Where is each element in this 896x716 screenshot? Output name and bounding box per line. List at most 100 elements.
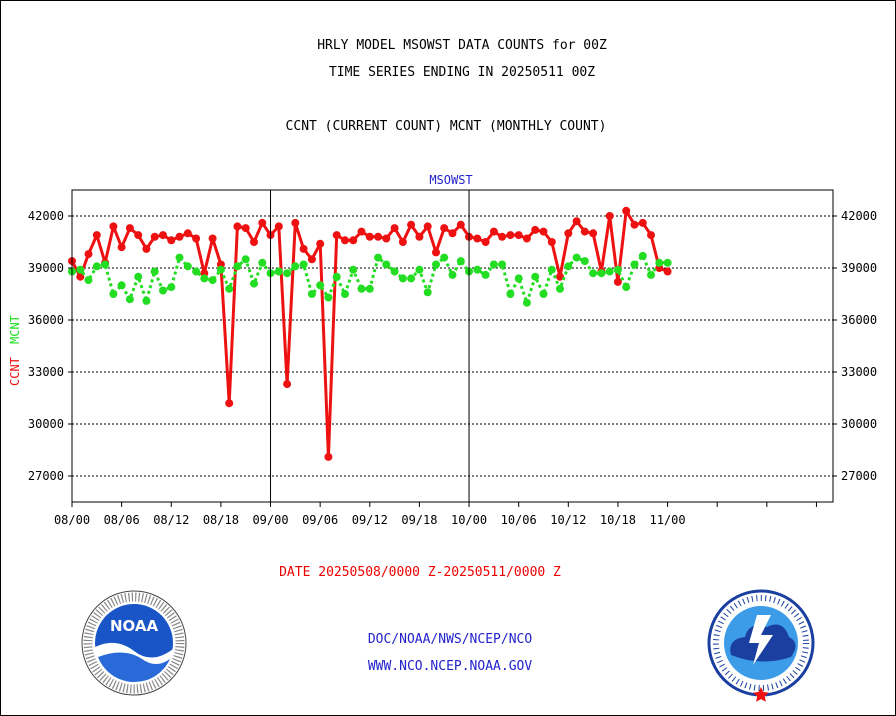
data-point-ccnt xyxy=(407,220,416,229)
data-point-mcnt xyxy=(605,267,614,276)
data-point-mcnt xyxy=(597,269,606,278)
data-point-ccnt xyxy=(332,231,341,240)
data-point-ccnt xyxy=(341,236,349,245)
data-point-mcnt xyxy=(407,274,416,283)
data-point-ccnt xyxy=(613,277,622,286)
data-point-mcnt xyxy=(150,267,159,276)
y-tick-label-left: 33000 xyxy=(28,365,64,379)
data-point-mcnt xyxy=(622,283,631,292)
y-tick-label-left: 42000 xyxy=(28,209,64,223)
x-tick-label: 10/06 xyxy=(501,513,537,527)
x-tick-label: 09/06 xyxy=(302,513,338,527)
data-point-mcnt xyxy=(374,253,383,262)
data-point-ccnt xyxy=(539,227,548,236)
date-range-label: DATE 20250508/0000 Z-20250511/0000 Z xyxy=(279,565,561,580)
data-point-mcnt xyxy=(117,281,126,290)
y-axis-label-ccnt: CCNT xyxy=(8,357,22,386)
data-point-ccnt xyxy=(489,227,498,236)
data-point-mcnt xyxy=(183,262,192,271)
data-point-mcnt xyxy=(142,296,151,305)
x-tick-label: 10/18 xyxy=(600,513,636,527)
data-point-mcnt xyxy=(506,290,515,298)
data-point-ccnt xyxy=(134,231,143,240)
data-point-mcnt xyxy=(225,284,234,293)
y-tick-label-right: 39000 xyxy=(841,261,877,275)
data-point-mcnt xyxy=(663,258,672,267)
website-link[interactable]: WWW.NCO.NCEP.NOAA.GOV xyxy=(367,659,533,674)
data-point-mcnt xyxy=(655,258,664,267)
data-point-mcnt xyxy=(200,274,209,283)
data-point-mcnt xyxy=(341,290,349,298)
data-point-ccnt xyxy=(589,229,598,238)
data-point-mcnt xyxy=(125,295,134,304)
data-point-ccnt xyxy=(374,232,383,241)
data-point-mcnt xyxy=(580,257,589,266)
data-point-ccnt xyxy=(225,399,234,408)
noaa-logo-text: NOAA xyxy=(110,617,159,635)
data-point-ccnt xyxy=(233,222,242,231)
data-point-ccnt xyxy=(357,227,366,236)
y-tick-label-right: 30000 xyxy=(841,417,877,431)
data-point-ccnt xyxy=(547,238,556,246)
data-point-ccnt xyxy=(605,212,614,220)
data-point-mcnt xyxy=(307,290,316,298)
data-point-ccnt xyxy=(506,231,515,240)
data-point-ccnt xyxy=(481,238,490,246)
data-point-mcnt xyxy=(613,265,622,274)
data-point-mcnt xyxy=(84,276,93,285)
data-point-mcnt xyxy=(630,260,639,269)
data-point-ccnt xyxy=(192,234,201,243)
data-point-ccnt xyxy=(663,267,672,276)
data-point-ccnt xyxy=(349,236,358,245)
data-point-ccnt xyxy=(159,231,167,240)
data-point-ccnt xyxy=(299,244,308,253)
chart-title-line-1: HRLY MODEL MSOWST DATA COUNTS for 00Z xyxy=(317,38,607,53)
data-point-ccnt xyxy=(125,224,134,233)
data-point-mcnt xyxy=(572,253,581,262)
data-point-mcnt xyxy=(109,290,118,298)
data-point-ccnt xyxy=(324,452,333,461)
data-point-mcnt xyxy=(101,260,110,269)
data-point-mcnt xyxy=(489,260,498,269)
data-point-ccnt xyxy=(630,220,639,229)
data-point-mcnt xyxy=(92,262,101,271)
data-point-ccnt xyxy=(150,232,159,241)
data-point-mcnt xyxy=(556,284,564,293)
data-point-ccnt xyxy=(283,380,292,389)
data-point-mcnt xyxy=(167,283,176,292)
data-point-mcnt xyxy=(456,257,465,266)
data-point-ccnt xyxy=(638,218,647,227)
data-point-mcnt xyxy=(473,265,482,274)
y-tick-label-left: 36000 xyxy=(28,313,64,327)
data-point-mcnt xyxy=(316,281,325,290)
data-point-mcnt xyxy=(76,265,85,274)
y-tick-label-left: 30000 xyxy=(28,417,64,431)
data-point-ccnt xyxy=(556,272,564,281)
data-point-mcnt xyxy=(564,262,573,271)
data-point-mcnt xyxy=(390,267,399,276)
data-point-mcnt xyxy=(481,270,490,279)
data-point-mcnt xyxy=(514,274,523,283)
data-point-ccnt xyxy=(415,232,424,241)
data-point-mcnt xyxy=(332,272,341,281)
y-axis-label-mcnt: MCNT xyxy=(8,315,22,344)
data-point-ccnt xyxy=(398,238,407,246)
data-point-mcnt xyxy=(398,274,407,283)
data-point-mcnt xyxy=(208,276,217,285)
data-point-mcnt xyxy=(324,293,333,302)
data-point-mcnt xyxy=(638,251,647,260)
data-point-ccnt xyxy=(572,217,581,226)
data-point-mcnt xyxy=(647,270,655,279)
data-point-mcnt xyxy=(589,269,598,278)
data-point-mcnt xyxy=(498,260,507,269)
data-point-ccnt xyxy=(390,224,399,233)
data-point-ccnt xyxy=(307,255,316,264)
x-tick-label: 10/12 xyxy=(550,513,586,527)
data-point-ccnt xyxy=(580,227,589,236)
axes-layer: 27000 27000 30000 30000 33000 33000 36000 36000… xyxy=(28,189,877,527)
data-point-ccnt xyxy=(498,232,507,241)
y-tick-label-left: 39000 xyxy=(28,261,64,275)
data-point-ccnt xyxy=(647,231,655,240)
y-tick-label-right: 27000 xyxy=(841,469,877,483)
data-point-ccnt xyxy=(622,206,631,215)
